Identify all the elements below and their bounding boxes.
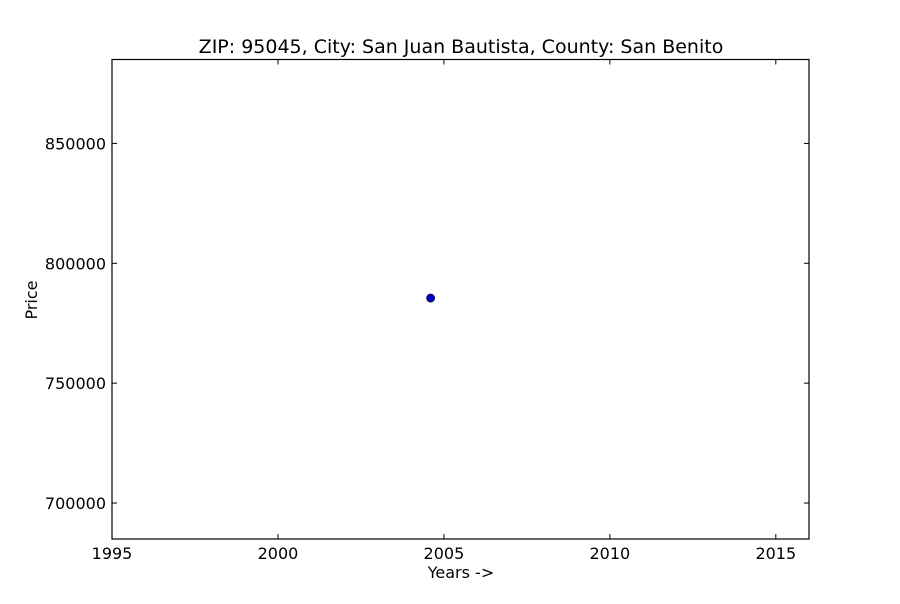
x-tick-label: 2000: [258, 544, 299, 563]
x-tick-label: 2010: [589, 544, 630, 563]
data-points: [426, 293, 436, 303]
chart-title: ZIP: 95045, City: San Juan Bautista, Cou…: [199, 36, 724, 58]
axis-ticks: 1995 2000 2005 2010 2015 700000 750000 800000 85…: [45, 59, 809, 563]
x-tick-label: 2015: [755, 544, 796, 563]
plot-area-frame: [111, 58, 810, 540]
y-axis-label: Price: [22, 280, 41, 319]
y-tick-label: 750000: [45, 374, 106, 393]
x-tick-label: 2005: [424, 544, 465, 563]
x-tick-label: 1995: [92, 544, 133, 563]
scatter-point: [426, 293, 436, 303]
y-tick-label: 800000: [45, 254, 106, 273]
x-axis-label: Years ->: [427, 563, 494, 582]
y-tick-label: 700000: [45, 494, 106, 513]
y-tick-label: 850000: [45, 134, 106, 153]
